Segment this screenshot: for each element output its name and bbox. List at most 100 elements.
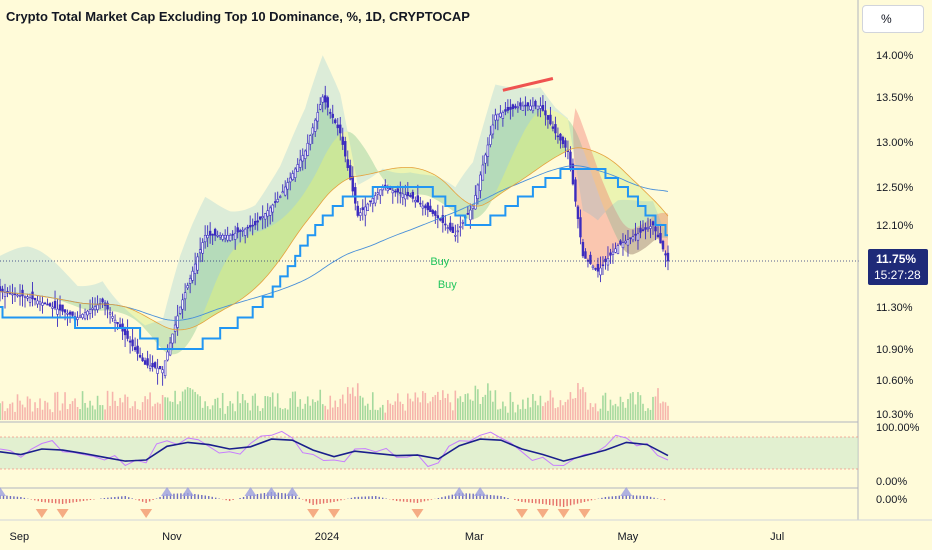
histogram-bar: [524, 499, 527, 503]
candle-body: [579, 217, 582, 238]
volume-bar: [361, 397, 364, 420]
volume-bar: [479, 403, 482, 420]
candle-body: [78, 315, 82, 318]
volume-bar: [482, 396, 484, 420]
candle-body: [554, 124, 557, 134]
histogram-bar: [246, 496, 248, 499]
volume-bar: [554, 408, 557, 420]
volume-bar: [49, 409, 51, 420]
candle-body: [23, 296, 27, 298]
volume-bars: [0, 383, 669, 420]
candle-body: [651, 221, 655, 226]
histogram-bar: [51, 499, 53, 503]
volume-bar: [14, 411, 16, 420]
candle-body: [416, 195, 420, 203]
candle-body: [596, 264, 600, 272]
candle-body: [591, 265, 595, 269]
candle-body: [196, 256, 199, 271]
histogram-bar: [0, 495, 1, 499]
candle-body: [68, 311, 72, 315]
histogram-bar: [587, 499, 589, 502]
histogram-bar: [493, 495, 495, 499]
histogram-bar: [37, 499, 39, 502]
histogram-bar: [16, 496, 19, 499]
histogram-bar: [468, 493, 471, 499]
volume-bar: [394, 401, 397, 420]
bar-countdown: 15:27:28: [874, 268, 921, 282]
histogram-bar: [82, 499, 85, 501]
candle-body: [614, 248, 617, 253]
volume-bar: [339, 398, 342, 420]
candle-body: [289, 177, 292, 183]
volume-bar: [567, 399, 569, 420]
volume-bar: [379, 407, 382, 420]
price-candles[interactable]: [0, 85, 670, 386]
candle-body: [541, 105, 545, 111]
histogram-bar: [329, 499, 332, 503]
volume-bar: [301, 408, 304, 420]
histogram-bar: [215, 497, 217, 499]
volume-bar: [467, 393, 469, 420]
volume-bar: [141, 402, 144, 420]
signal-down-marker: [557, 509, 570, 518]
unit-selector[interactable]: %: [862, 5, 924, 33]
volume-bar: [316, 400, 319, 420]
volume-bar: [176, 404, 179, 420]
candle-body: [406, 191, 410, 196]
candle-body: [376, 192, 379, 195]
candle-body: [43, 302, 47, 305]
volume-bar: [564, 401, 567, 420]
candle-body: [253, 221, 257, 226]
volume-bar: [604, 392, 607, 420]
candle-body: [193, 263, 197, 274]
volume-bar: [306, 396, 309, 420]
volume-bar: [161, 394, 164, 420]
volume-bar: [632, 392, 634, 420]
price-tick-label: 11.30%: [876, 302, 913, 314]
oscillator-band: [0, 437, 858, 469]
candle-body: [228, 234, 232, 241]
volume-bar: [36, 408, 39, 420]
candle-body: [186, 285, 189, 289]
volume-bar: [487, 383, 489, 420]
candle-body: [151, 362, 154, 368]
volume-bar: [116, 406, 119, 420]
volume-bar: [86, 407, 89, 420]
volume-bar: [56, 391, 59, 420]
candle-body: [361, 207, 364, 211]
volume-bar: [181, 391, 184, 420]
volume-bar: [229, 401, 231, 420]
histogram-bar: [155, 498, 158, 499]
candle-body: [243, 228, 247, 236]
candle-body: [491, 124, 495, 135]
volume-bar: [592, 407, 594, 420]
histogram-bar: [228, 499, 231, 501]
histogram-bar: [343, 499, 346, 500]
candle-body: [238, 230, 242, 232]
candle-body: [81, 314, 84, 319]
histogram-bar: [472, 493, 474, 499]
candle-body: [299, 159, 302, 168]
volume-bar: [146, 399, 149, 420]
histogram-bar: [48, 499, 50, 503]
histogram-bar: [100, 498, 102, 499]
histogram-bar: [263, 493, 266, 499]
volume-bar: [144, 396, 146, 420]
histogram-bar: [58, 499, 60, 504]
volume-bar: [539, 395, 542, 420]
candle-body: [654, 226, 657, 232]
histogram-bar: [507, 498, 509, 499]
candle-body: [41, 302, 44, 306]
candle-body: [471, 205, 475, 209]
candle-body: [331, 113, 334, 118]
oscillator-tick-label: 0.00%: [876, 476, 907, 488]
volume-bar: [412, 401, 414, 420]
histogram-bar: [232, 499, 234, 500]
volume-bar: [512, 401, 514, 420]
histogram-bar: [117, 496, 119, 499]
candle-body: [649, 226, 652, 229]
candle-body: [486, 144, 490, 157]
histogram-bar: [176, 493, 179, 499]
volume-bar: [196, 394, 199, 420]
